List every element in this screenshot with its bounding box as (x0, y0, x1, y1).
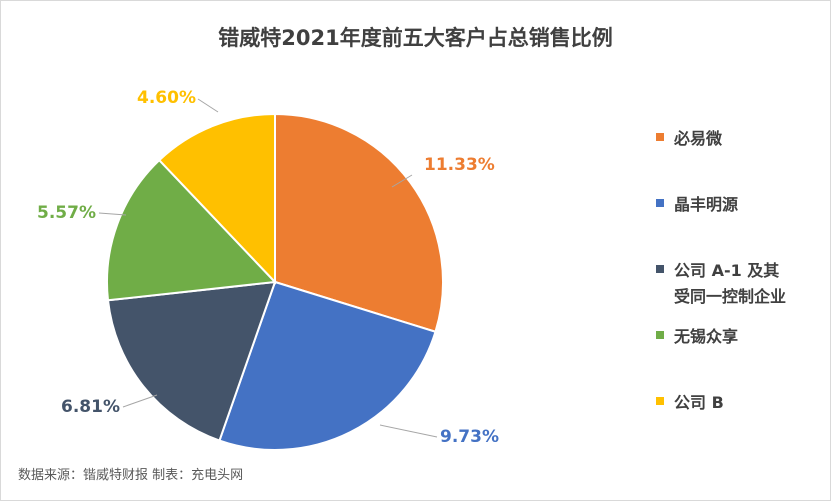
pie-slices (106, 112, 444, 451)
slice-wuxi (106, 158, 278, 302)
leader-line (122, 394, 158, 408)
legend-item-wuxi: 无锡众享 (656, 324, 824, 350)
legend-swatch (656, 265, 664, 273)
legend-label: 晶丰明源 (674, 195, 739, 214)
leader-lines (98, 98, 438, 438)
legend-label: 公司 A-1 及其 受同一控制企业 (674, 261, 787, 306)
leader-line (379, 424, 438, 438)
data-labels: 11.33% 9.73% 6.81% 5.57% 4.60% (37, 88, 499, 447)
data-label: 11.33% (424, 155, 495, 175)
slice-company-a1 (106, 280, 277, 442)
source-note: 数据来源：锴威特财报 制表：充电头网 (18, 468, 244, 483)
legend-swatch (656, 133, 664, 141)
legend-label: 必易微 (674, 129, 723, 148)
legend-item-jingfeng: 晶丰明源 (656, 192, 824, 218)
legend-item-biyiwei: 必易微 (656, 126, 824, 152)
legend-item-company-a1: 公司 A-1 及其 受同一控制企业 (656, 258, 824, 310)
data-label: 4.60% (137, 88, 196, 108)
leader-line (391, 174, 413, 188)
slice-jingfeng (218, 280, 437, 451)
legend-swatch (656, 397, 664, 405)
legend-label: 公司 B (674, 393, 724, 412)
data-label: 9.73% (440, 427, 499, 447)
legend-swatch (656, 331, 664, 339)
data-label: 5.57% (37, 203, 96, 223)
slice-company-b (157, 112, 276, 285)
legend-item-company-b: 公司 B (656, 390, 824, 416)
leader-line (98, 212, 127, 216)
legend-label: 无锡众享 (674, 327, 739, 346)
slice-biyiwei (274, 112, 444, 334)
chart-title: 错威特2021年度前五大客户占总销售比例 (218, 26, 613, 50)
leader-line (197, 98, 219, 113)
data-label: 6.81% (61, 397, 120, 417)
legend-swatch (656, 199, 664, 207)
